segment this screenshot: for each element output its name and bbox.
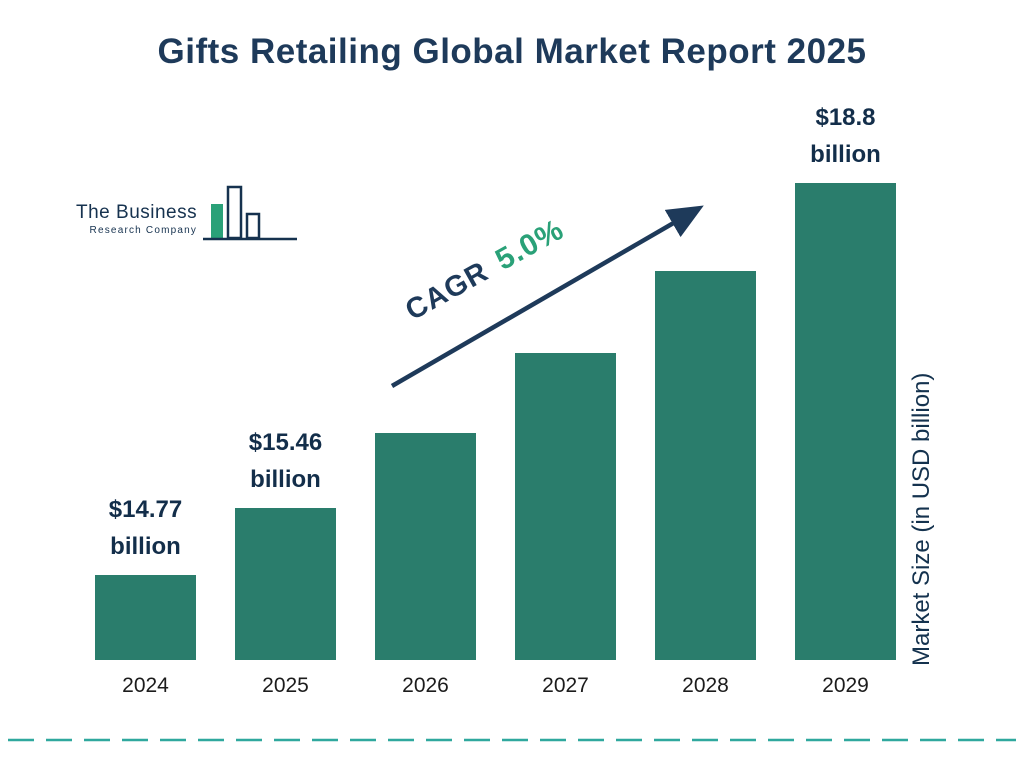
bar-2024: [95, 575, 196, 660]
bar-value-label-line: $15.46: [248, 428, 323, 456]
bar-value-label-line: billion: [250, 465, 321, 493]
growth-arrow-icon: [390, 205, 704, 388]
bar-value-label-line: billion: [810, 140, 881, 168]
x-axis-label-2028: 2028: [682, 674, 729, 697]
bar-column: $18.8 billion 2029: [795, 99, 896, 697]
logo-text-line2: Research Company: [89, 225, 198, 236]
bar-column: $14.77 billion 2024: [95, 491, 196, 697]
page-title: Gifts Retailing Global Market Report 202…: [157, 32, 867, 71]
bar-2026: [375, 433, 476, 660]
x-axis-label-2029: 2029: [822, 674, 869, 697]
bar-chart: $14.77 billion 2024 $15.46 billion 2025 2026 20…: [95, 99, 896, 697]
bar-column: 2026: [375, 433, 476, 697]
bar-2027: [515, 353, 616, 660]
logo-bars-icon: [203, 185, 298, 241]
bar-2025: [235, 508, 336, 660]
bar-column: 2028: [655, 271, 756, 697]
bar-value-label: $15.46 billion: [249, 424, 322, 498]
bar-value-label-line: $14.77: [108, 495, 183, 523]
y-axis-label: Market Size (in USD billion): [908, 372, 935, 666]
logo-text: The Business Research Company: [76, 202, 197, 236]
bar-column: 2027: [515, 353, 616, 697]
bar-value-label-line: billion: [110, 532, 181, 560]
bar-value-label: $14.77 billion: [109, 491, 182, 565]
company-logo: The Business Research Company: [76, 184, 301, 248]
x-axis-label-2024: 2024: [122, 674, 169, 697]
logo-text-line1: The Business: [76, 202, 198, 223]
bottom-dashed-divider: [8, 738, 1016, 742]
bar-2028: [655, 271, 756, 660]
bar-value-label-line: $18.8: [815, 103, 876, 131]
x-axis-label-2026: 2026: [402, 674, 449, 697]
bar-2029: [795, 183, 896, 660]
bar-column: $15.46 billion 2025: [235, 424, 336, 697]
x-axis-label-2027: 2027: [542, 674, 589, 697]
x-axis-label-2025: 2025: [262, 674, 309, 697]
bar-value-label: $18.8 billion: [810, 99, 881, 173]
